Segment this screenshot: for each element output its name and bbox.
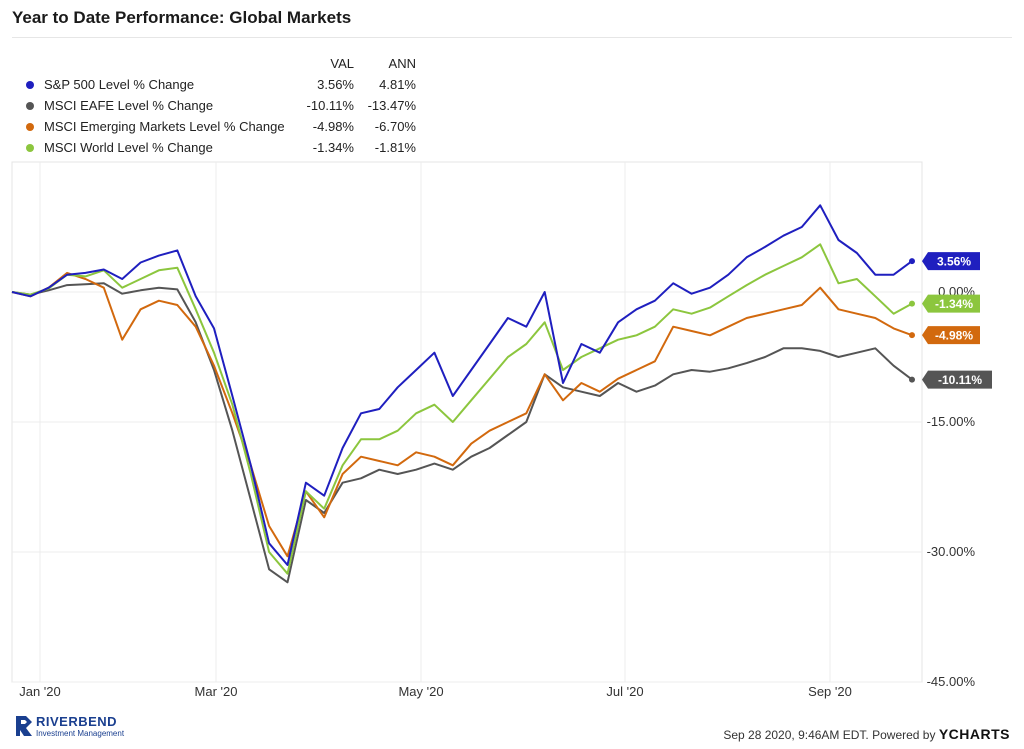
series-end-label-tag <box>922 252 980 271</box>
logo-subtitle: Investment Management <box>36 729 125 738</box>
chart-title: Year to Date Performance: Global Markets <box>12 8 352 27</box>
series-line <box>11 243 913 575</box>
legend-dot-eafe <box>26 102 34 110</box>
legend-dot-em <box>26 123 34 131</box>
y-tick-label: -15.00% <box>927 414 976 429</box>
y-tick-label: -45.00% <box>927 674 976 689</box>
series-end-point <box>909 258 915 265</box>
legend-ann: -6.70% <box>374 119 416 134</box>
x-tick-label: May '20 <box>398 684 443 699</box>
series-end-label-tag <box>922 370 992 389</box>
series-end-label: -1.34% <box>935 297 973 311</box>
legend-val: -1.34% <box>312 140 354 155</box>
x-tick-label: Mar '20 <box>195 684 238 699</box>
legend-dot-sp500 <box>26 81 34 89</box>
legend-val: 3.56% <box>317 77 354 92</box>
riverbend-logo: RIVERBEND Investment Management <box>12 712 142 745</box>
series-end-label: -4.98% <box>935 329 973 343</box>
logo-name: RIVERBEND <box>36 714 118 729</box>
legend-label: MSCI Emerging Markets Level % Change <box>44 119 285 134</box>
timestamp: Sep 28 2020, 9:46AM EDT. Powered by <box>723 728 936 742</box>
series-line <box>11 282 913 584</box>
footer-attribution: Sep 28 2020, 9:46AM EDT. Powered by YCHA… <box>723 726 1010 742</box>
legend-val: -4.98% <box>312 119 354 134</box>
series-end-label: 3.56% <box>937 255 971 269</box>
x-tick-label: Sep '20 <box>808 684 852 699</box>
riverbend-logo-icon <box>16 716 32 736</box>
legend-val: -10.11% <box>306 98 354 113</box>
legend-label: MSCI EAFE Level % Change <box>44 98 214 113</box>
series-line <box>11 204 913 566</box>
legend-label: S&P 500 Level % Change <box>44 77 195 92</box>
series-end-label-tag <box>922 326 980 345</box>
legend-ann: -1.81% <box>374 140 416 155</box>
series-end-label: -10.11% <box>938 373 982 387</box>
series-end-label-tag <box>922 294 980 313</box>
title-divider <box>12 37 1012 38</box>
legend-ann: 4.81% <box>379 77 416 92</box>
series-end-point <box>909 376 915 383</box>
legend-label: MSCI World Level % Change <box>44 140 213 155</box>
y-tick-label: -30.00% <box>927 544 976 559</box>
x-tick-label: Jan '20 <box>19 684 61 699</box>
legend-header-ann: ANN <box>388 56 416 71</box>
ycharts-brand[interactable]: YCHARTS <box>938 726 1010 742</box>
legend-dot-world <box>26 144 34 152</box>
series-end-point <box>909 300 915 307</box>
legend-ann: -13.47% <box>367 98 416 113</box>
series-line <box>11 271 913 558</box>
legend-header-val: VAL <box>330 56 354 71</box>
series-end-point <box>909 332 915 339</box>
x-tick-label: Jul '20 <box>606 684 643 699</box>
